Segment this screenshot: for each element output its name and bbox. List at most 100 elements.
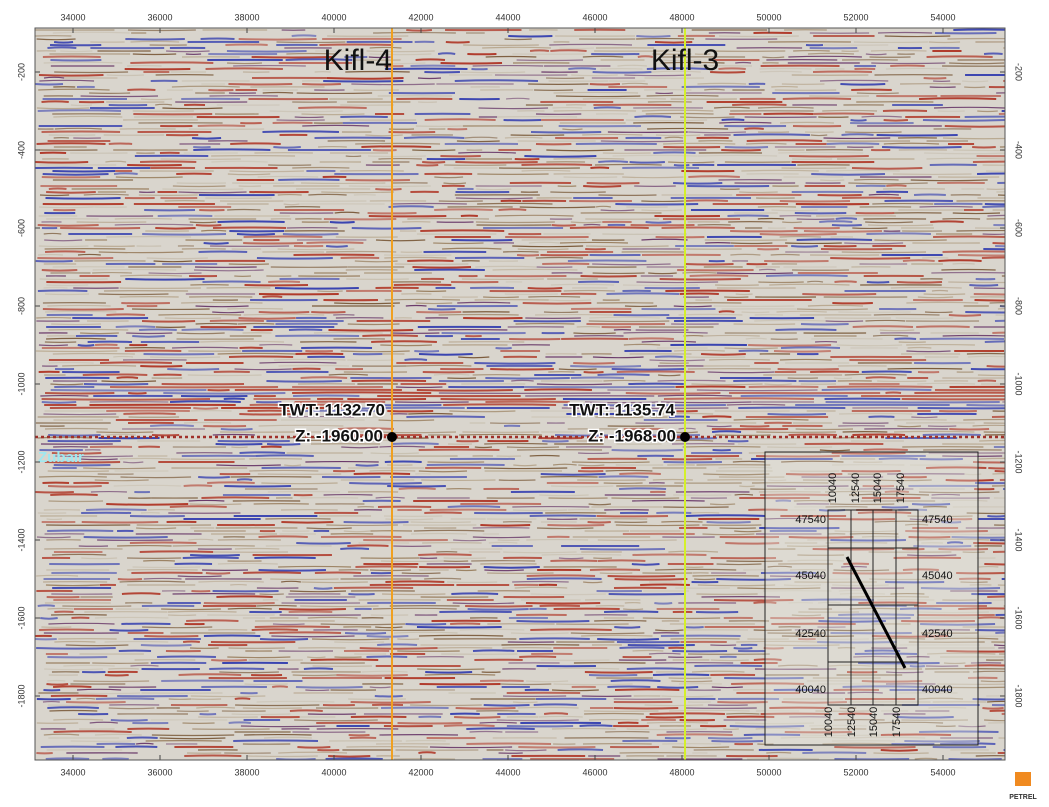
seismic-trace (758, 107, 814, 108)
tick-label: 50000 (756, 12, 781, 22)
seismic-trace (81, 558, 117, 559)
seismic-trace (581, 276, 637, 277)
seismic-trace (173, 186, 226, 187)
seismic-trace (697, 155, 777, 156)
seismic-trace (47, 707, 99, 708)
seismic-trace (458, 152, 516, 153)
seismic-trace (771, 254, 800, 255)
tick-label: 44000 (495, 12, 520, 22)
tick-label: -400 (16, 141, 26, 159)
seismic-trace (801, 324, 849, 325)
seismic-trace (206, 573, 230, 574)
seismic-trace (760, 234, 837, 235)
tick-label: -1400 (16, 528, 26, 551)
seismic-trace (444, 725, 495, 726)
seismic-trace (38, 110, 121, 111)
seismic-trace (63, 665, 114, 666)
seismic-trace (804, 231, 882, 232)
seismic-trace (360, 648, 438, 649)
seismic-trace (50, 384, 83, 385)
seismic-trace (684, 200, 728, 201)
seismic-trace (832, 225, 862, 226)
seismic-trace (601, 210, 635, 211)
seismic-trace (273, 147, 300, 148)
seismic-trace (619, 473, 661, 474)
seismic-trace (262, 296, 282, 297)
seismic-trace (230, 143, 281, 144)
seismic-trace (456, 198, 533, 199)
seismic-trace (977, 111, 998, 112)
inset-label: 45040 (922, 570, 953, 582)
seismic-trace (152, 735, 234, 736)
seismic-trace (580, 725, 613, 726)
seismic-trace (626, 393, 721, 394)
tick-label: -1800 (16, 684, 26, 707)
seismic-trace (116, 326, 155, 327)
seismic-trace (593, 357, 644, 358)
seismic-trace (985, 341, 1049, 342)
seismic-trace (273, 624, 305, 625)
seismic-trace (136, 743, 153, 744)
seismic-trace (71, 105, 92, 106)
seismic-trace (387, 486, 446, 487)
seismic-trace (235, 698, 250, 699)
seismic-trace (304, 668, 333, 669)
seismic-trace (150, 425, 194, 426)
seismic-trace (571, 633, 645, 634)
seismic-trace (375, 627, 402, 628)
tick-label: 42000 (408, 767, 433, 777)
seismic-trace (599, 476, 649, 477)
seismic-trace (490, 369, 554, 370)
seismic-trace (77, 689, 121, 690)
seismic-trace (987, 596, 1047, 597)
inset-label: 47540 (922, 514, 953, 526)
seismic-trace (260, 639, 308, 640)
seismic-trace (725, 147, 768, 148)
seismic-trace (243, 572, 301, 573)
seismic-trace (590, 167, 609, 168)
seismic-trace (797, 309, 868, 310)
seismic-trace (590, 569, 640, 570)
seismic-trace (606, 470, 653, 471)
seismic-trace (497, 720, 579, 721)
seismic-trace (542, 441, 568, 442)
seismic-trace (53, 686, 91, 687)
tick-label: -600 (16, 219, 26, 237)
tick-label: -1000 (16, 372, 26, 395)
seismic-trace (241, 726, 325, 727)
seismic-trace (558, 749, 603, 750)
seismic-trace (201, 497, 269, 498)
seismic-trace (608, 576, 676, 577)
seismic-trace (433, 243, 483, 244)
seismic-trace (513, 510, 567, 511)
seismic-trace (987, 366, 1019, 367)
seismic-trace (199, 251, 248, 252)
seismic-trace (549, 44, 632, 45)
inset-label: 42540 (922, 628, 953, 640)
seismic-trace (519, 638, 589, 639)
seismic-trace (598, 560, 645, 561)
seismic-trace (505, 137, 542, 138)
seismic-trace (443, 183, 465, 184)
well-marker (680, 432, 690, 442)
seismic-trace (239, 39, 317, 40)
seismic-trace (966, 405, 1049, 406)
seismic-trace (311, 312, 345, 313)
seismic-trace (78, 345, 94, 346)
seismic-trace (126, 333, 172, 334)
seismic-trace (845, 132, 901, 133)
seismic-trace (732, 104, 786, 105)
seismic-trace (37, 537, 71, 538)
seismic-trace (943, 251, 1025, 252)
seismic-trace (978, 617, 1004, 618)
logo: PETREL (1009, 794, 1037, 801)
seismic-trace (539, 716, 583, 717)
seismic-trace (578, 465, 604, 466)
seismic-trace (811, 174, 885, 175)
seismic-trace (136, 528, 176, 529)
seismic-trace (43, 309, 124, 310)
tick-label: 40000 (321, 12, 346, 22)
seismic-trace (47, 305, 110, 306)
seismic-trace (341, 351, 410, 352)
seismic-trace (727, 404, 785, 405)
